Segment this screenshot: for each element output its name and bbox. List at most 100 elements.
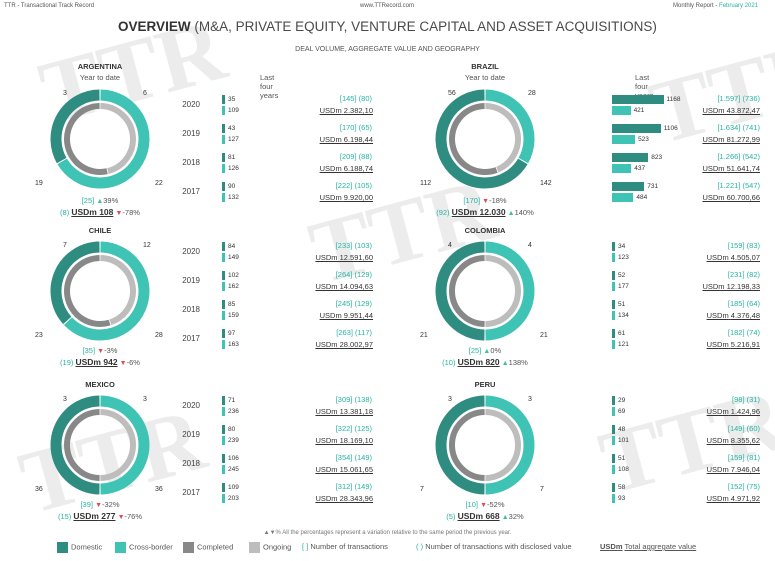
lfy-label: Last four years [260,73,279,100]
outer-ring-0 [57,89,150,189]
ongoing-count: 36 [35,486,43,493]
cross-border-value: 126 [228,165,239,172]
ytd-transactions: [25] ▲0% [468,346,502,355]
page-title: OVERVIEW (M&A, PRIVATE EQUITY, VENTURE C… [118,19,657,34]
variation-arrow: ▲ [96,198,104,205]
domestic-bar [612,425,615,434]
aggregate-value[interactable]: USDm 60.700,66 [702,193,760,202]
legend-completed: Completed [183,542,233,553]
aggregate-value[interactable]: USDm 2.382,10 [319,106,373,115]
domestic-value: 90 [228,183,236,190]
cross-border-value: 162 [228,283,239,290]
country-name: PERU [474,380,496,389]
domestic-value: 84 [228,243,236,250]
completed-count: 36 [155,486,163,493]
aggregate-value[interactable]: USDm 7.946,04 [706,465,760,474]
domestic-bar [612,182,645,191]
year-label: 2020 [182,100,200,109]
aggregate-value[interactable]: USDm 4.376,48 [706,311,760,320]
outer-ring-0 [63,241,150,341]
domestic-bar [612,329,615,338]
country-name: COLOMBIA [464,226,506,235]
aggregate-value[interactable]: USDm 14.094,63 [315,282,373,291]
cross-border-bar [222,436,225,445]
aggregate-value[interactable]: USDm 43.872,47 [702,106,760,115]
transactions-count: [322] (125) [335,424,372,433]
header-left: TTR - Transactional Track Record [4,3,95,9]
aggregate-value[interactable]: USDm 4.505,07 [706,253,760,262]
cross-border-bar [612,106,631,115]
aggregate-value[interactable]: USDm 6.188,74 [319,164,373,173]
aggregate-value[interactable]: USDm 9.951,44 [319,311,373,320]
domestic-count: 56 [448,90,456,97]
aggregate-value[interactable]: USDm 28.002,97 [315,340,373,349]
cross-border-value: 134 [618,312,629,319]
year-label: 2020 [182,401,200,410]
country-name: BRAZIL [471,62,499,71]
cross-border-value: 523 [638,136,649,143]
ytd-label: Year to date [79,73,121,82]
inner-ring-1 [449,255,485,327]
cross-border-value: 132 [228,194,239,201]
aggregate-value[interactable]: USDm 1.424,96 [706,407,760,416]
ongoing-count: 7 [420,486,424,493]
legend-domestic: Domestic [57,542,102,553]
aggregate-value[interactable]: USDm 6.198,44 [319,135,373,144]
variation-arrow: ▲ [507,210,515,217]
inner-ring-0 [100,409,136,481]
cross-border-value: 236 [228,408,239,415]
domestic-value: 51 [618,301,626,308]
domestic-value: 731 [647,183,659,190]
cross-border-value: 239 [228,437,239,444]
domestic-value: 51 [618,455,626,462]
cross-border-value: 93 [618,495,626,502]
cross-border-value: 203 [228,495,239,502]
cross-border-bar [222,164,225,173]
cross-border-bar [222,135,225,144]
domestic-count: 7 [63,242,67,249]
aggregate-value[interactable]: USDm 51.641,74 [702,164,760,173]
aggregate-value[interactable]: USDm 13.381,18 [315,407,373,416]
aggregate-value[interactable]: USDm 15.061,65 [315,465,373,474]
country-name: CHILE [88,226,112,235]
aggregate-value[interactable]: USDm 5.216,91 [706,340,760,349]
ytd-value: (10) USDm 820 ▲138% [442,357,528,367]
outer-ring-1 [50,395,100,495]
domestic-bar [612,483,615,492]
cross-border-value: 101 [618,437,629,444]
domestic-bar [612,95,664,104]
aggregate-value[interactable]: USDm 12.591,60 [315,253,373,262]
domestic-bar [612,153,649,162]
domestic-bar [222,153,225,162]
aggregate-value[interactable]: USDm 4.971,92 [706,494,760,503]
transactions-count: [149] (60) [727,424,760,433]
aggregate-value[interactable]: USDm 9.920,00 [319,193,373,202]
domestic-bar [612,242,615,251]
year-label: 2019 [182,276,200,285]
variation-note: ▲▼% All the percentages represent a vari… [263,530,512,536]
domestic-value: 35 [228,96,236,103]
outer-ring-1 [50,89,100,164]
cross-border-value: 108 [618,466,629,473]
aggregate-value[interactable]: USDm 12.198,33 [702,282,760,291]
transactions-count: [354] (149) [335,453,372,462]
ongoing-count: 23 [35,332,43,339]
aggregate-value[interactable]: USDm 8.355,62 [706,436,760,445]
ytd-value: (19) USDm 942 ▼-6% [60,357,140,367]
cross-border-value: 69 [618,408,626,415]
cross-border-value: 121 [618,341,629,348]
domestic-value: 34 [618,243,626,250]
aggregate-value[interactable]: USDm 81.272,99 [702,135,760,144]
cross-border-bar [612,193,634,202]
ytd-transactions: [10] ▼-52% [465,500,505,509]
cross-border-bar [612,436,615,445]
aggregate-value[interactable]: USDm 18.169,10 [315,436,373,445]
donut-chart [435,395,535,495]
cross-border-bar [222,465,225,474]
outer-ring-1 [435,395,485,495]
aggregate-value[interactable]: USDm 28.343,96 [315,494,373,503]
header-center[interactable]: www.TTRecord.com [360,3,415,9]
legend: Domestic Cross-border Completed Ongoing … [0,542,775,556]
variation-arrow: ▲ [501,514,509,521]
domestic-bar [222,95,225,104]
